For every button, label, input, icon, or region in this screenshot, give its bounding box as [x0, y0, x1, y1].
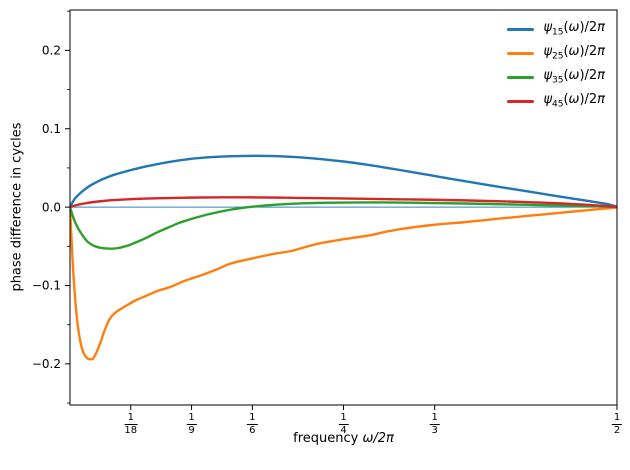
legend-item-psi15: ψ15(ω)/2π: [507, 20, 605, 38]
legend-label: ψ15(ω)/2π: [543, 20, 605, 38]
series-line-psi45: [70, 196, 617, 209]
legend-item-psi45: ψ45(ω)/2π: [507, 92, 605, 110]
legend-line-swatch: [507, 75, 535, 79]
legend-line-swatch: [507, 99, 535, 103]
series-line-psi15: [70, 154, 617, 209]
series-line-psi35: [70, 201, 617, 250]
y-tick-label: −0.1: [32, 279, 61, 293]
series-line-psi25: [70, 205, 617, 361]
series-group: [70, 154, 617, 361]
y-tick-label: 0.0: [42, 200, 61, 214]
y-tick-label: 0.1: [42, 122, 61, 136]
legend: ψ15(ω)/2π ψ25(ω)/2π ψ35(ω)/2π ψ45(ω)/2π: [507, 20, 605, 110]
legend-label: ψ25(ω)/2π: [543, 44, 605, 62]
legend-label: ψ45(ω)/2π: [543, 92, 605, 110]
legend-line-swatch: [507, 27, 535, 31]
y-axis-label: phase difference in cycles: [9, 122, 25, 292]
legend-item-psi35: ψ35(ω)/2π: [507, 68, 605, 86]
legend-label: ψ35(ω)/2π: [543, 68, 605, 86]
legend-line-swatch: [507, 51, 535, 55]
y-tick-label: 0.2: [42, 44, 61, 58]
x-axis-label-math: ω/2π: [362, 431, 394, 446]
x-axis-label-text: frequency: [293, 431, 363, 446]
x-axis-label: frequency ω/2π: [70, 431, 617, 446]
x-tick-label-1-18: 1 18: [124, 412, 138, 436]
y-tick-label: −0.2: [32, 357, 61, 371]
legend-item-psi25: ψ25(ω)/2π: [507, 44, 605, 62]
